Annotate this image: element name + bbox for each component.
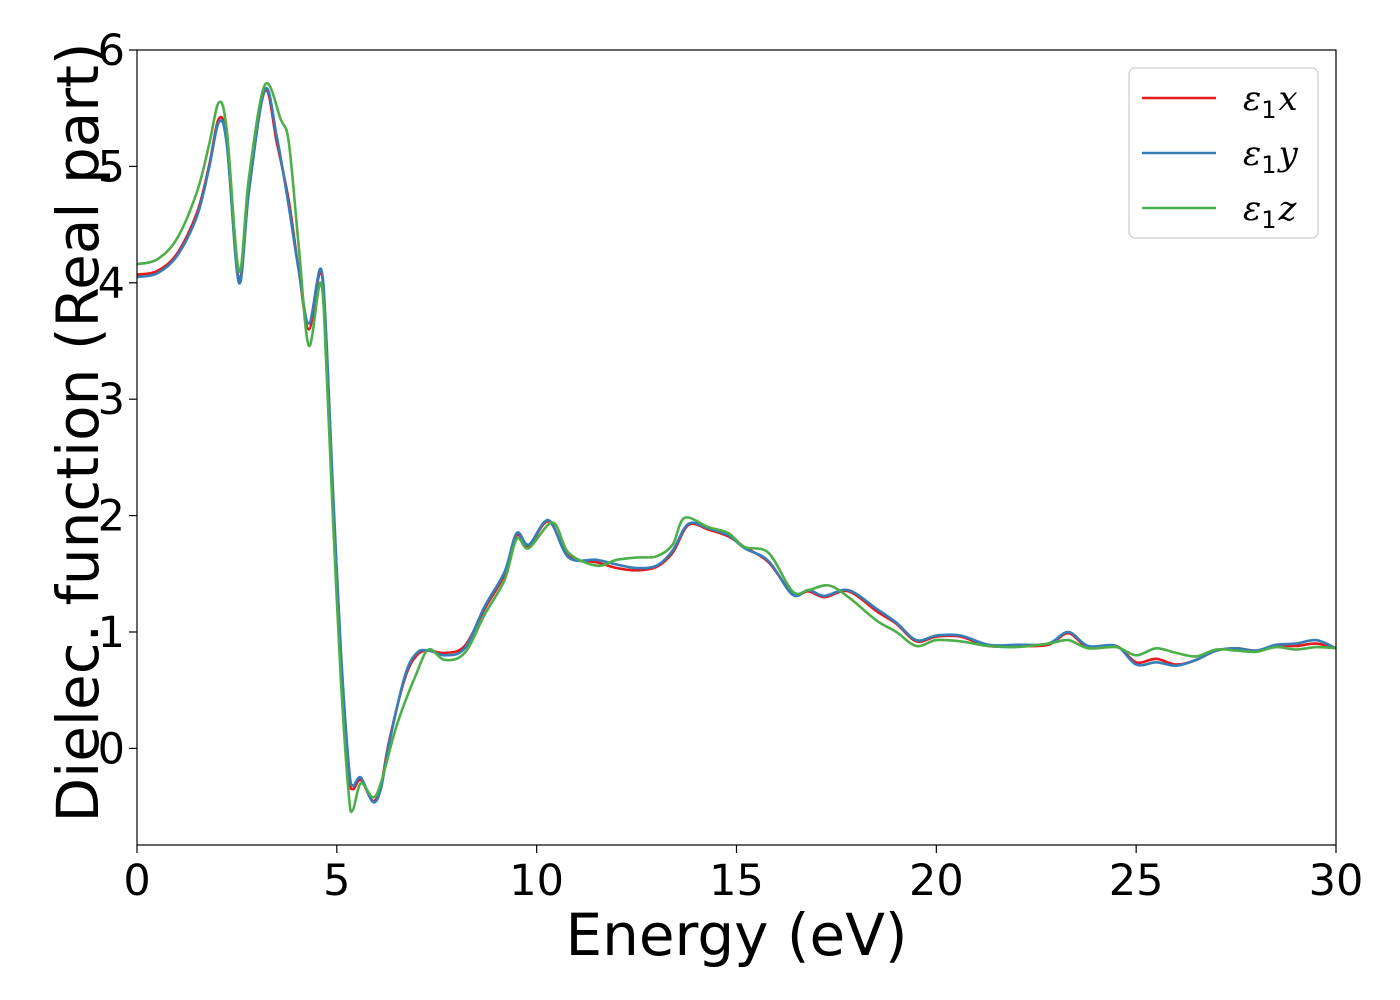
y-tick-label: 2: [98, 492, 125, 542]
legend-axis-letter: x: [1279, 79, 1298, 119]
x-axis-title: Energy (eV): [565, 901, 907, 969]
x-tick-label: 15: [709, 856, 764, 906]
x-tick-label: 30: [1309, 856, 1364, 906]
x-tick-label: 5: [323, 856, 350, 906]
x-tick-label: 20: [909, 856, 964, 906]
y-tick-label: 3: [98, 375, 125, 425]
y-tick-label: 5: [98, 142, 125, 192]
legend-subscript: 1: [1261, 151, 1276, 179]
x-tick-label: 25: [1109, 856, 1164, 906]
legend-subscript: 1: [1261, 96, 1276, 124]
y-tick-label: 6: [98, 26, 125, 76]
legend-axis-letter: z: [1278, 189, 1298, 229]
y-tick-label: 4: [98, 259, 125, 309]
legend-symbol: ε: [1243, 134, 1261, 174]
y-tick-label: 1: [98, 608, 125, 658]
y-axis: 0 1 2 3 4 5 6: [98, 26, 137, 774]
x-axis: 0 5 10 15 20 25 30: [123, 845, 1363, 906]
x-tick-label: 0: [123, 856, 150, 906]
legend-subscript: 1: [1261, 206, 1276, 234]
legend-label-z: ε1z: [1243, 189, 1298, 234]
legend-box: [1128, 67, 1319, 239]
series-line-y: [137, 86, 1336, 804]
legend-label-y: ε1y: [1243, 134, 1299, 179]
legend-symbol: ε: [1243, 189, 1261, 229]
y-tick-label: 0: [98, 724, 125, 774]
legend-axis-letter: y: [1277, 134, 1299, 174]
x-tick-label: 10: [509, 856, 564, 906]
y-axis-title: Dielec. function (Real part): [44, 42, 112, 822]
legend-label-x: ε1x: [1243, 79, 1298, 124]
series-line-z: [137, 81, 1336, 814]
series-lines: [137, 81, 1336, 814]
legend-symbol: ε: [1243, 79, 1261, 119]
